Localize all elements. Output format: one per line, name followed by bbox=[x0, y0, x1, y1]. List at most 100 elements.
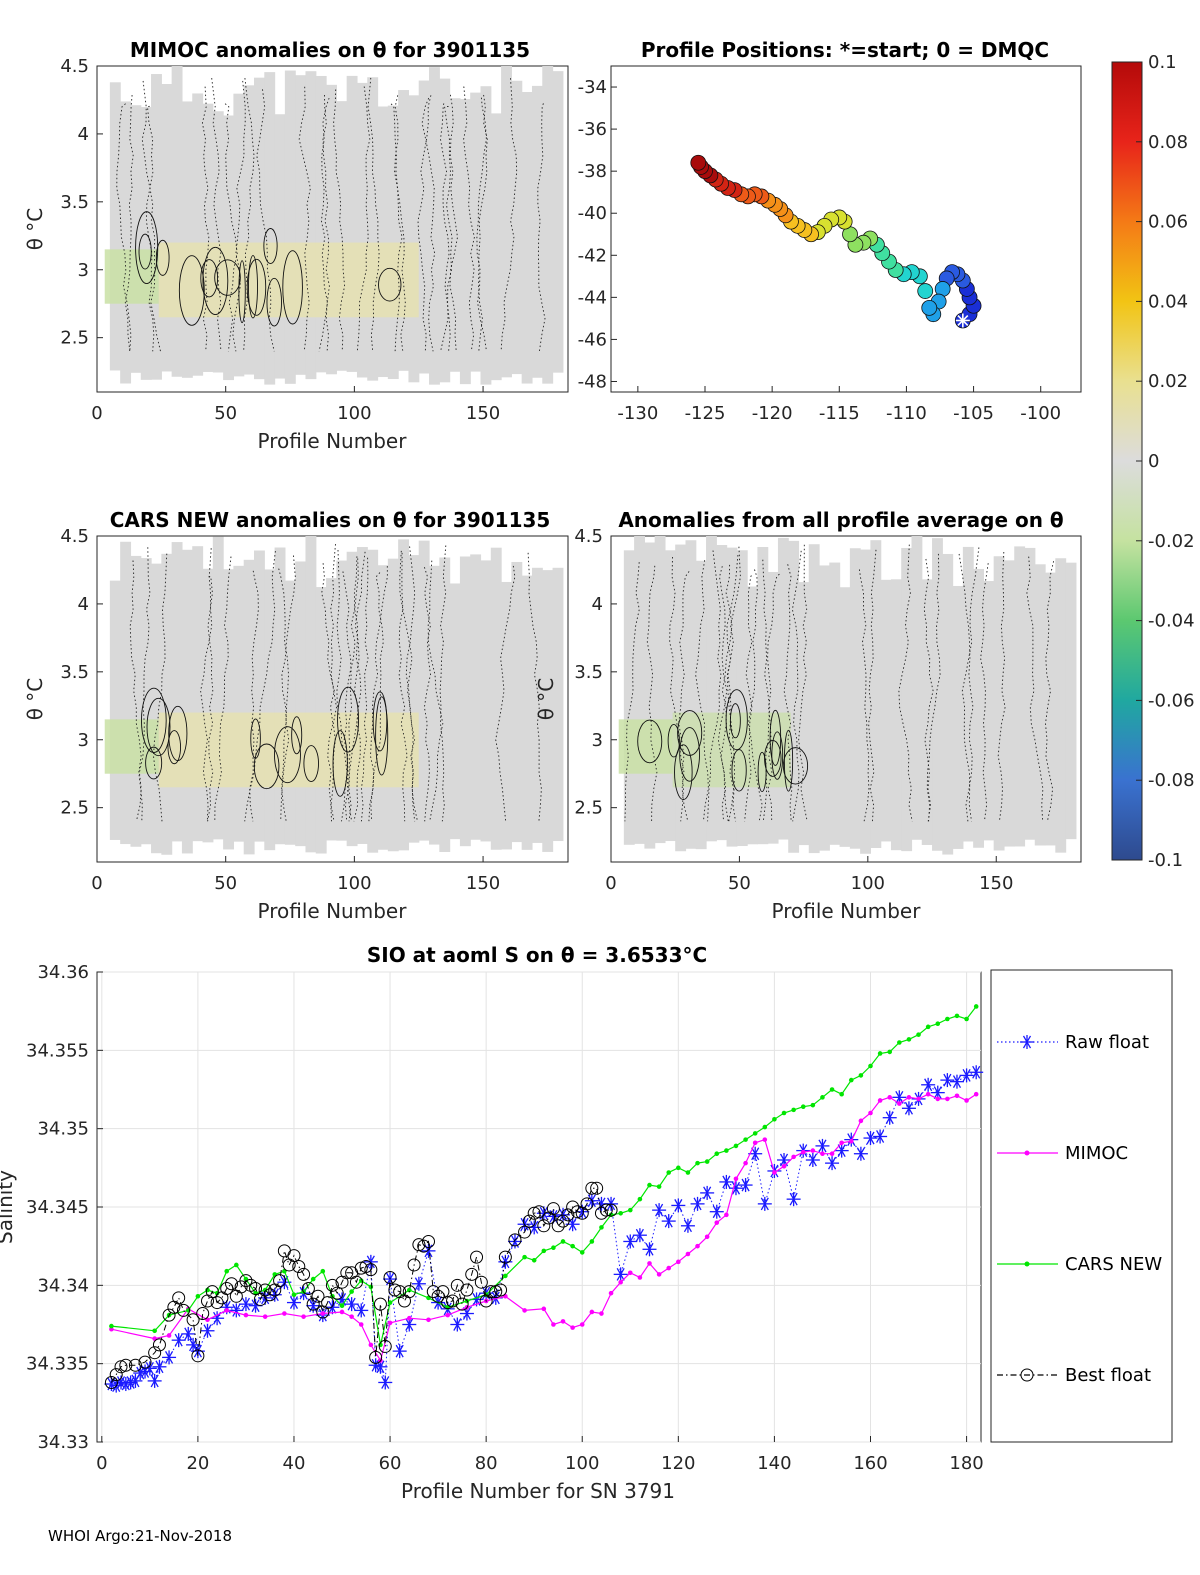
raw-float-marker bbox=[969, 1065, 984, 1080]
mimoc-ytick-label: 3.5 bbox=[60, 192, 89, 213]
mimoc-dotted-contour bbox=[243, 78, 255, 352]
raw-float-marker bbox=[152, 1359, 167, 1374]
salinity-xtick-label: 120 bbox=[661, 1453, 695, 1474]
mimoc-marker bbox=[406, 1315, 412, 1321]
best-float-marker bbox=[128, 1358, 142, 1372]
best-float-marker bbox=[109, 1368, 123, 1382]
cars-marker bbox=[954, 1013, 960, 1019]
avg-ytick-label: 4 bbox=[592, 594, 603, 615]
cars-xtick-label: 150 bbox=[466, 873, 500, 894]
mimoc-dotted-contour bbox=[421, 97, 436, 352]
mimoc-marker bbox=[166, 1333, 172, 1338]
average-xlabel: Profile Number bbox=[772, 899, 922, 923]
cars-marker bbox=[877, 1051, 883, 1056]
mimoc-marker bbox=[954, 1093, 960, 1099]
legend-item-cars: CARS NEW bbox=[997, 1254, 1162, 1275]
cars-ytick-label: 2.5 bbox=[60, 798, 89, 819]
positions-xtick-label: -105 bbox=[953, 403, 994, 424]
cars-marker bbox=[579, 1250, 585, 1255]
best-float-marker bbox=[527, 1206, 541, 1220]
salinity-xtick-label: 160 bbox=[853, 1453, 887, 1474]
mimoc-solid-contour bbox=[263, 228, 278, 265]
cars-marker bbox=[666, 1170, 672, 1175]
cars-xlabel: Profile Number bbox=[258, 899, 408, 923]
mimoc-marker bbox=[800, 1149, 806, 1155]
mimoc-field-column bbox=[501, 66, 512, 378]
avg-field-column bbox=[932, 538, 943, 851]
mimoc-field-column bbox=[315, 75, 327, 373]
avg-dotted-contour bbox=[791, 550, 802, 822]
avg-field-column bbox=[819, 565, 830, 851]
legend-marker bbox=[1024, 1261, 1030, 1267]
mimoc-marker bbox=[589, 1309, 595, 1315]
best-float-marker bbox=[364, 1263, 378, 1277]
mimoc-marker bbox=[820, 1151, 825, 1157]
cars-field-column bbox=[212, 536, 224, 840]
mimoc-marker bbox=[339, 1309, 345, 1315]
best-float-marker bbox=[402, 1285, 416, 1299]
salinity-legend: Raw float MIMOC CARS NEW Best float bbox=[990, 969, 1173, 1443]
best-float-marker bbox=[369, 1350, 383, 1364]
cars-dotted-contour bbox=[280, 555, 296, 822]
mimoc-marker bbox=[676, 1259, 681, 1265]
mimoc-field-column bbox=[356, 82, 368, 378]
mimoc-solid-contour bbox=[202, 246, 229, 315]
best-float-marker bbox=[494, 1283, 508, 1297]
cars-marker bbox=[839, 1091, 844, 1097]
cars-dotted-contour bbox=[353, 551, 366, 822]
cars-marker bbox=[858, 1073, 864, 1078]
cars-marker bbox=[887, 1049, 893, 1055]
positions-xtick-label: -110 bbox=[886, 403, 927, 424]
raw-float-marker bbox=[738, 1178, 753, 1193]
raw-float-marker bbox=[378, 1375, 393, 1390]
legend-marker bbox=[1020, 1368, 1034, 1382]
salinity-ytick-label: 34.36 bbox=[37, 962, 89, 983]
mimoc-marker bbox=[627, 1270, 633, 1276]
mimoc-marker bbox=[945, 1096, 950, 1102]
positions-ytick-label: -42 bbox=[578, 245, 607, 266]
mimoc-marker bbox=[551, 1322, 556, 1327]
best-float-marker bbox=[297, 1267, 311, 1281]
avg-dotted-contour bbox=[726, 555, 739, 822]
cars-marker bbox=[234, 1262, 239, 1268]
avg-field-column bbox=[829, 562, 841, 845]
best-float-marker bbox=[205, 1285, 219, 1299]
mimoc-field-column bbox=[480, 86, 492, 385]
cars-field-column bbox=[346, 551, 358, 847]
avg-xtick-label: 100 bbox=[851, 873, 885, 894]
mimoc-marker bbox=[810, 1148, 816, 1153]
cars-marker bbox=[560, 1239, 566, 1244]
legend-label: CARS NEW bbox=[1065, 1254, 1162, 1275]
best-float-marker bbox=[330, 1286, 344, 1300]
raw-float-marker bbox=[690, 1196, 705, 1211]
mimoc-ytick-label: 4 bbox=[78, 124, 89, 145]
avg-field-column bbox=[1003, 560, 1015, 847]
salinity-xtick-label: 140 bbox=[757, 1453, 791, 1474]
cars-solid-contour bbox=[250, 718, 261, 759]
best-float-marker bbox=[138, 1355, 152, 1369]
cars-marker bbox=[531, 1257, 537, 1263]
panel-salinity-time-series: SIO at aoml S on θ = 3.6533°C 0 20 40 60 80 1… bbox=[0, 943, 984, 1503]
series-mimoc bbox=[109, 1091, 979, 1363]
mimoc-marker bbox=[695, 1243, 700, 1249]
mimoc-field-column bbox=[490, 113, 502, 381]
mimoc-dotted-contour bbox=[333, 89, 346, 352]
best-float-marker bbox=[340, 1266, 354, 1280]
cars-dotted-contour bbox=[342, 571, 352, 822]
colorbar-tick-label: -0.08 bbox=[1148, 770, 1195, 791]
mimoc-marker bbox=[868, 1110, 873, 1116]
cars-anomaly-band bbox=[158, 712, 419, 788]
start-star-stroke bbox=[957, 314, 969, 327]
mimoc-dotted-contour bbox=[256, 89, 275, 352]
cars-field-column bbox=[120, 541, 132, 845]
avg-field-column bbox=[1024, 547, 1036, 840]
avg-xtick-label: 0 bbox=[605, 873, 616, 894]
mimoc-xtick-label: 100 bbox=[337, 403, 371, 424]
avg-field-column bbox=[849, 548, 861, 849]
mimoc-solid-contour bbox=[178, 255, 205, 326]
mimoc-field-column bbox=[367, 77, 379, 381]
mimoc-marker bbox=[925, 1091, 931, 1097]
mimoc-dotted-contour bbox=[298, 86, 311, 352]
colorbar-tick-label: 0.04 bbox=[1148, 291, 1188, 312]
raw-float-marker bbox=[181, 1326, 196, 1341]
